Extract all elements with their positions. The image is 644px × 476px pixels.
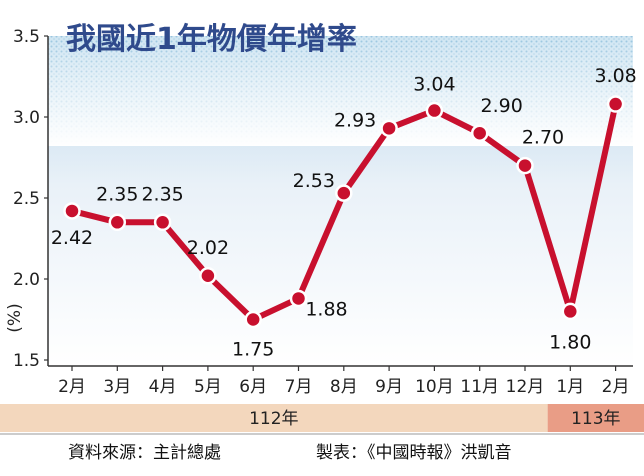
x-tick-label: 9月 <box>375 377 403 397</box>
x-tick-label: 3月 <box>103 377 131 397</box>
x-tick-label: 8月 <box>330 377 358 397</box>
data-point <box>425 101 444 120</box>
y-tick-label: 2.5 <box>13 189 40 209</box>
data-point <box>335 184 353 202</box>
footer-credit: 製表：《中國時報》洪凱音 <box>316 443 512 463</box>
x-tick-label: 1月 <box>556 377 584 397</box>
x-tick-label: 10月 <box>415 377 454 397</box>
data-label: 2.53 <box>293 170 335 192</box>
data-point <box>108 213 127 232</box>
x-tick-label: 2月 <box>602 377 630 397</box>
data-point <box>63 202 81 220</box>
y-tick-label: 3.0 <box>13 108 40 128</box>
x-tick-label: 2月 <box>58 377 86 397</box>
x-tick-label: 4月 <box>149 377 177 397</box>
data-labels: 2.422.35 2.352.021.751.882.532.933.042.90… <box>51 65 637 360</box>
data-point <box>153 213 172 232</box>
data-label: 2.90 <box>481 95 523 117</box>
data-label: 2.02 <box>187 237 229 259</box>
data-label: 1.88 <box>305 298 347 320</box>
year-band-segment <box>0 404 548 432</box>
data-point <box>606 95 625 113</box>
data-point <box>561 302 580 321</box>
x-tick-label: 5月 <box>194 377 222 397</box>
y-ticks: 1.5 2.0 2.5 3.0 3.5 <box>13 27 48 371</box>
data-label: 2.70 <box>522 127 564 149</box>
data-point <box>516 156 534 175</box>
data-points <box>63 95 625 329</box>
footer-source: 資料來源：主計總處 <box>68 443 221 463</box>
data-label: 3.08 <box>594 65 636 87</box>
data-point <box>289 289 308 308</box>
data-label: 1.75 <box>232 339 274 361</box>
year-band-segment <box>547 404 644 432</box>
x-tick-label: 11月 <box>460 377 499 397</box>
data-label: 1.80 <box>549 331 591 353</box>
data-point <box>199 267 217 285</box>
year-band: 112年 113年 <box>0 404 644 432</box>
y-tick-label: 2.0 <box>13 270 40 290</box>
x-tick-label: 12月 <box>506 377 545 397</box>
data-label: 3.04 <box>413 74 455 96</box>
chart-title: 我國近1年物價年增率 <box>66 22 357 57</box>
x-tick-label: 7月 <box>285 377 313 397</box>
data-point <box>244 310 262 329</box>
year-band-label: 113年 <box>571 409 620 429</box>
y-tick-label: 3.5 <box>13 27 40 47</box>
data-point <box>470 124 489 142</box>
y-axis-label: (%) <box>5 303 25 332</box>
data-label: 2.35 <box>96 183 138 205</box>
y-tick-label: 1.5 <box>13 351 40 371</box>
x-tick-label: 6月 <box>239 377 267 397</box>
data-label: 2.42 <box>51 227 93 249</box>
year-band-label: 112年 <box>249 409 298 429</box>
data-label: 2.35 <box>141 183 183 205</box>
x-ticks: 2月 3月 4月 5月 6月 7月 8月 9月 10月 11月 12月 1月 2月 <box>58 366 630 397</box>
data-label: 2.93 <box>334 109 376 131</box>
data-point <box>380 119 398 138</box>
